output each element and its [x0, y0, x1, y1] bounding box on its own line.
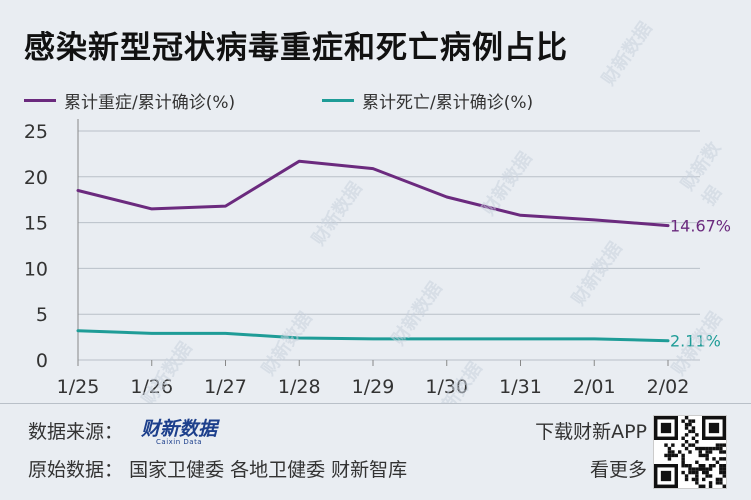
legend-swatch-severe	[24, 99, 56, 102]
x-tick-label: 1/25	[57, 376, 100, 398]
series-line-death	[76, 329, 670, 343]
legend-label-severe: 累计重症/累计确诊(%)	[64, 93, 236, 113]
legend-item-death: 累计死亡/累计确诊(%)	[322, 88, 533, 113]
y-tick-label: 10	[24, 258, 48, 280]
x-tick-label: 1/27	[204, 376, 247, 398]
brand-name-cn: 财新数据	[141, 417, 218, 440]
legend-item-severe: 累计重症/累计确诊(%)	[24, 88, 235, 113]
see-more-label[interactable]: 看更多	[589, 459, 647, 481]
source-row: 数据来源： 财新数据 Caixin Data	[28, 417, 217, 446]
series-line-severe	[76, 159, 670, 228]
end-value-label: 14.67%	[670, 217, 731, 236]
legend-swatch-death	[322, 99, 354, 102]
y-tick-label: 20	[24, 167, 48, 189]
raw-source-row: 原始数据： 国家卫健委 各地卫健委 财新智库	[28, 455, 407, 482]
footer-divider	[0, 403, 751, 404]
y-tick-label: 15	[24, 213, 48, 235]
x-tick-label: 1/26	[130, 376, 173, 398]
raw-label: 原始数据：	[28, 459, 124, 481]
legend-label-death: 累计死亡/累计确诊(%)	[362, 93, 534, 113]
brand-name-en: Caixin Data	[156, 437, 203, 446]
x-tick-label: 2/01	[573, 376, 616, 398]
raw-sources: 国家卫健委 各地卫健委 财新智库	[129, 459, 408, 481]
x-tick-label: 1/31	[499, 376, 542, 398]
x-tick-label: 1/30	[425, 376, 468, 398]
end-value-label: 2.11%	[670, 332, 721, 351]
footer: 数据来源： 财新数据 Caixin Data 原始数据： 国家卫健委 各地卫健委…	[0, 403, 751, 500]
caixin-data-logo: 财新数据 Caixin Data	[141, 417, 218, 446]
x-tick-label: 2/02	[647, 376, 690, 398]
qr-code-icon[interactable]	[653, 415, 727, 489]
line-chart: 0 5 10 15 20 25 1/25 1/26 1/27 1/28 1/29 1/30 1/31 2/…	[24, 119, 731, 398]
x-tick-label: 1/28	[278, 376, 321, 398]
y-tick-label: 25	[24, 121, 48, 143]
source-label: 数据来源：	[28, 421, 124, 443]
chart-title: 感染新型冠状病毒重症和死亡病例占比	[24, 30, 568, 66]
download-app-label[interactable]: 下载财新APP	[535, 421, 647, 443]
y-tick-label: 5	[36, 304, 48, 326]
x-tick-label: 1/29	[352, 376, 395, 398]
y-tick-label: 0	[36, 350, 48, 372]
